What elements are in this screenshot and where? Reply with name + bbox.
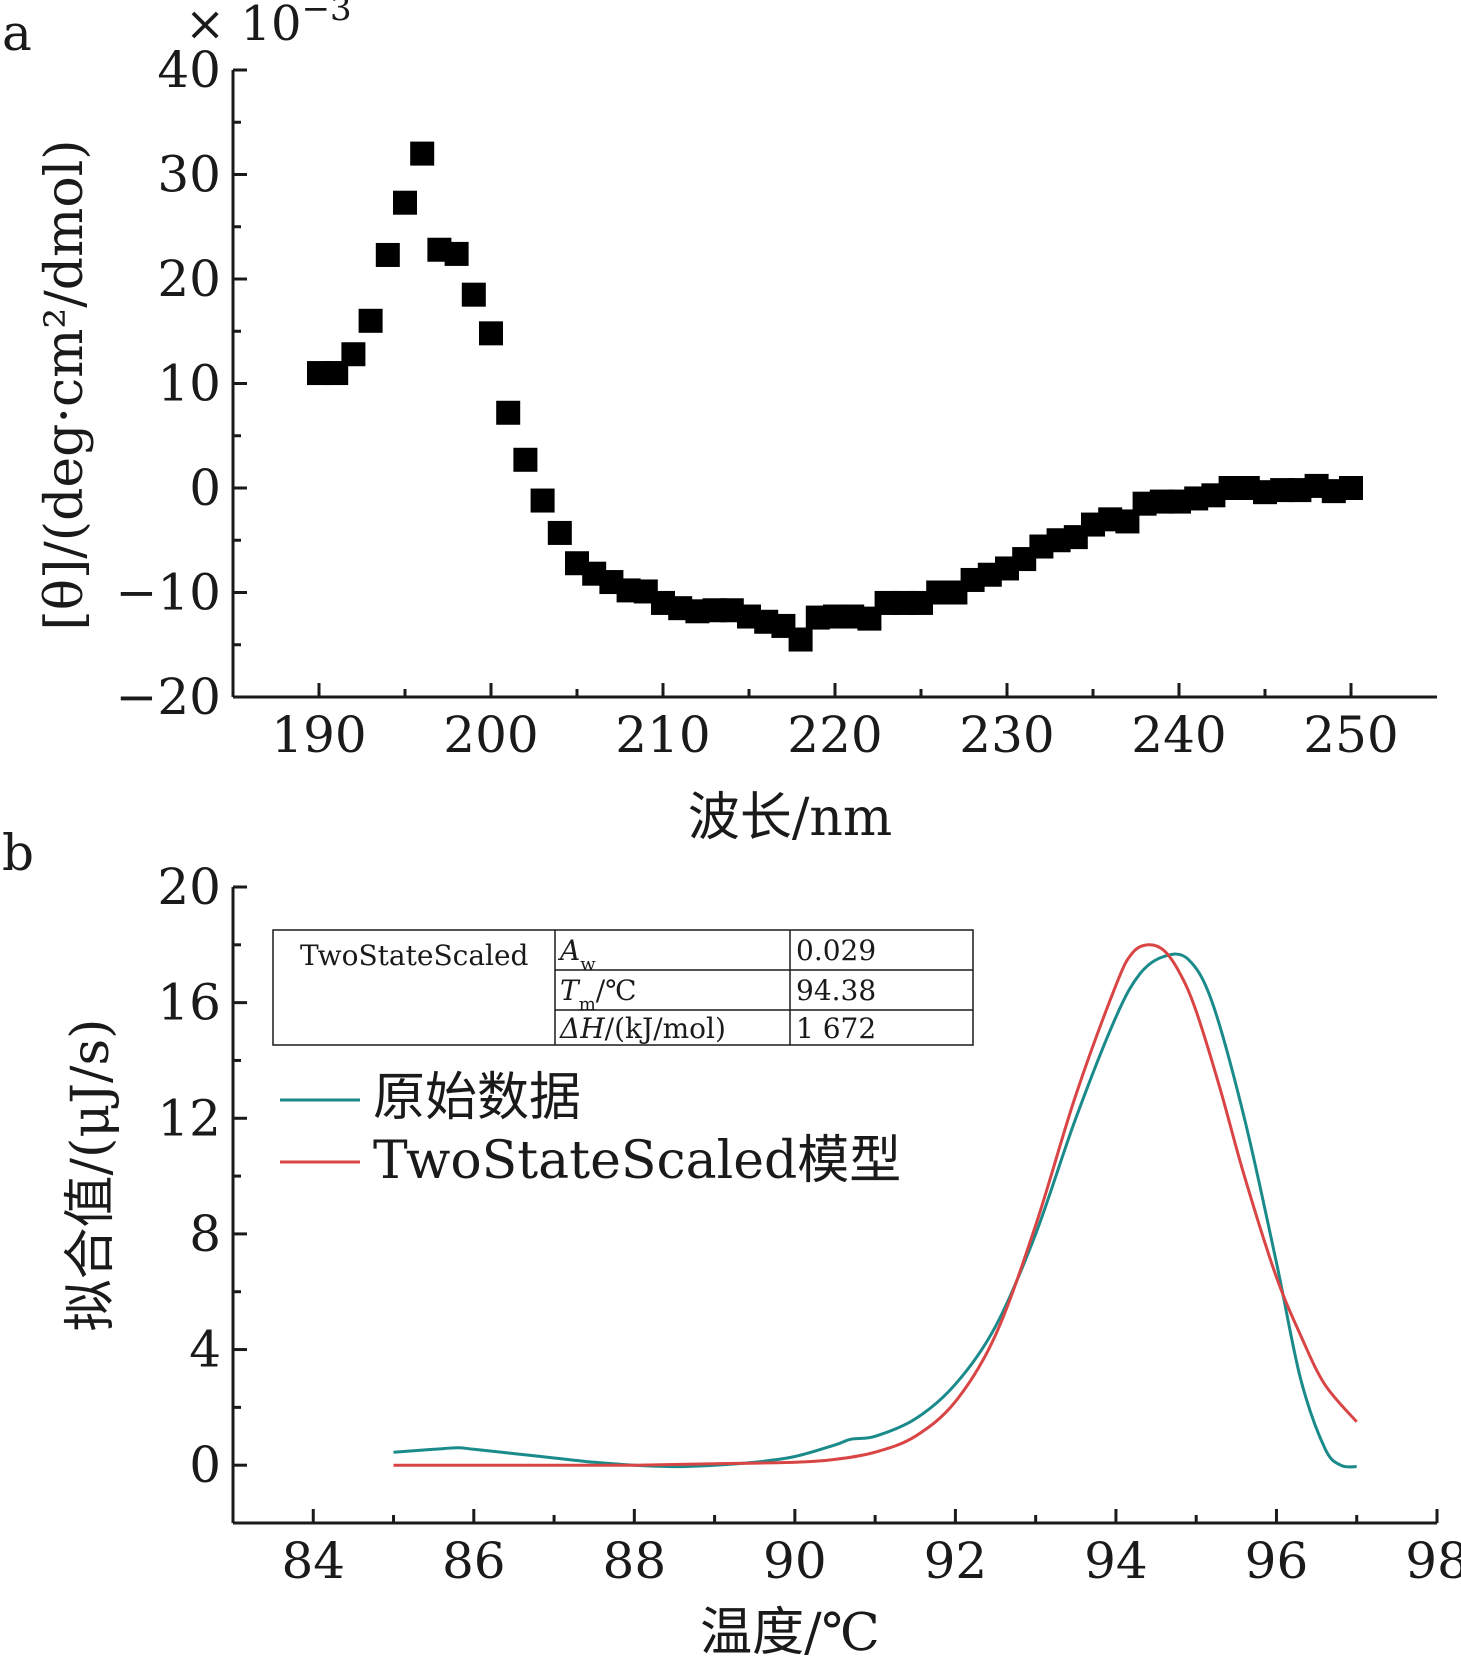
panel-a-multiplier-base: × 10: [185, 0, 302, 52]
panel-b-y-tick-label: 20: [157, 858, 221, 916]
panel-b-x-tick-label: 92: [924, 1532, 988, 1590]
panel-b-x-axis-label: 温度/℃: [700, 1603, 880, 1659]
panel-a-y-tick-label: −20: [115, 668, 221, 726]
data-point: [461, 282, 486, 307]
data-point: [496, 400, 521, 425]
data-point: [358, 308, 383, 333]
panel-b-x-tick-label: 88: [603, 1532, 667, 1590]
legend: 原始数据 TwoStateScaled模型: [280, 1068, 901, 1191]
series-line-raw-data: [393, 952, 1357, 1469]
panel-b-y-axis-label: 拟合值/(μJ/s): [61, 1019, 121, 1332]
panel-a-x-tick-label: 210: [615, 706, 710, 764]
data-point: [341, 342, 366, 367]
panel-b-line-chart: b 84 86 88 90 92 94 96 98 0 4 8 12 16 20 TwoStateScal…: [2, 824, 1461, 1659]
panel-a-x-tick-label: 250: [1303, 706, 1398, 764]
panel-a-x-axis-label: 波长/nm: [688, 788, 892, 848]
param-aw-sub: w: [580, 954, 596, 975]
panel-a-y-tick-label: 0: [189, 459, 221, 517]
panel-a-y-tick-label: 30: [157, 146, 221, 204]
table-param-tm: Tm/℃: [560, 974, 637, 1015]
series-line-model: [393, 943, 1358, 1467]
data-point: [530, 488, 555, 513]
data-point: [444, 241, 469, 266]
panel-a-scatter-chart: a × 10−3 190 200 210 220 230 240 250 −20 −10 0 10 2…: [2, 0, 1437, 848]
panel-a-data-points: [307, 141, 1363, 652]
panel-a-y-tick-label: 10: [157, 355, 221, 413]
panel-b-x-tick-label: 98: [1405, 1532, 1461, 1590]
data-point: [547, 520, 572, 545]
panel-a-letter: a: [2, 4, 32, 62]
data-point: [788, 627, 813, 652]
panel-a-x-tick-label: 190: [271, 706, 366, 764]
param-dh-rest: /(kJ/mol): [605, 1012, 726, 1045]
panel-a-y-tick-label: 20: [157, 250, 221, 308]
panel-b-letter: b: [2, 824, 34, 882]
legend-label-model: TwoStateScaled模型: [373, 1131, 901, 1191]
table-param-aw: Aw: [557, 934, 596, 975]
panel-b-y-tick-label: 8: [189, 1205, 221, 1263]
panel-b-y-tick-label: 4: [189, 1321, 221, 1379]
panel-b-axes: 84 86 88 90 92 94 96 98 0 4 8 12 16 20: [157, 858, 1461, 1590]
data-point: [1339, 476, 1363, 500]
table-model-name: TwoStateScaled: [300, 939, 529, 972]
panel-b-x-tick-label: 84: [281, 1532, 345, 1590]
panel-a-x-tick-label: 240: [1131, 706, 1226, 764]
param-tm-sub: m: [579, 994, 596, 1015]
panel-a-multiplier-exp: −3: [302, 0, 352, 29]
param-dh-main: ΔH: [559, 1012, 605, 1045]
panel-a-axes: 190 200 210 220 230 240 250 −20 −10 0 10 20 30 40: [115, 41, 1437, 764]
param-aw-main: A: [557, 934, 580, 967]
data-point: [410, 141, 435, 166]
table-param-dh: ΔH/(kJ/mol): [559, 1012, 726, 1045]
panel-b-y-tick-label: 0: [189, 1436, 221, 1494]
data-point: [513, 447, 538, 472]
parameter-table: TwoStateScaled Aw 0.029 Tm/℃ 94.38 ΔH/(k…: [272, 929, 974, 1046]
table-value-tm: 94.38: [796, 974, 876, 1007]
table-value-aw: 0.029: [796, 934, 876, 967]
panel-b-x-tick-label: 94: [1084, 1532, 1148, 1590]
panel-a-x-tick-label: 220: [787, 706, 882, 764]
panel-a-y-tick-label: −10: [115, 564, 221, 622]
panel-b-y-tick-label: 12: [157, 1089, 221, 1147]
panel-a-x-tick-label: 200: [443, 706, 538, 764]
panel-a-y-axis-label: [θ]/(deg·cm²/dmol): [35, 139, 95, 630]
panel-b-series-lines: [393, 943, 1358, 1469]
panel-b-x-tick-label: 96: [1245, 1532, 1309, 1590]
panel-b-x-tick-label: 90: [763, 1532, 827, 1590]
panel-a-multiplier: × 10−3: [185, 0, 352, 52]
table-border: [272, 929, 974, 1046]
param-tm-rest: /℃: [596, 974, 637, 1007]
panel-a-x-tick-label: 230: [959, 706, 1054, 764]
panel-a-y-tick-label: 40: [157, 41, 221, 99]
panel-b-y-tick-label: 16: [157, 974, 221, 1032]
data-point: [479, 321, 503, 346]
legend-label-raw-data: 原始数据: [373, 1068, 581, 1128]
param-tm-main: T: [560, 974, 581, 1007]
table-value-dh: 1 672: [796, 1012, 876, 1045]
data-point: [393, 190, 417, 215]
panel-b-x-tick-label: 86: [442, 1532, 506, 1590]
data-point: [375, 242, 400, 267]
